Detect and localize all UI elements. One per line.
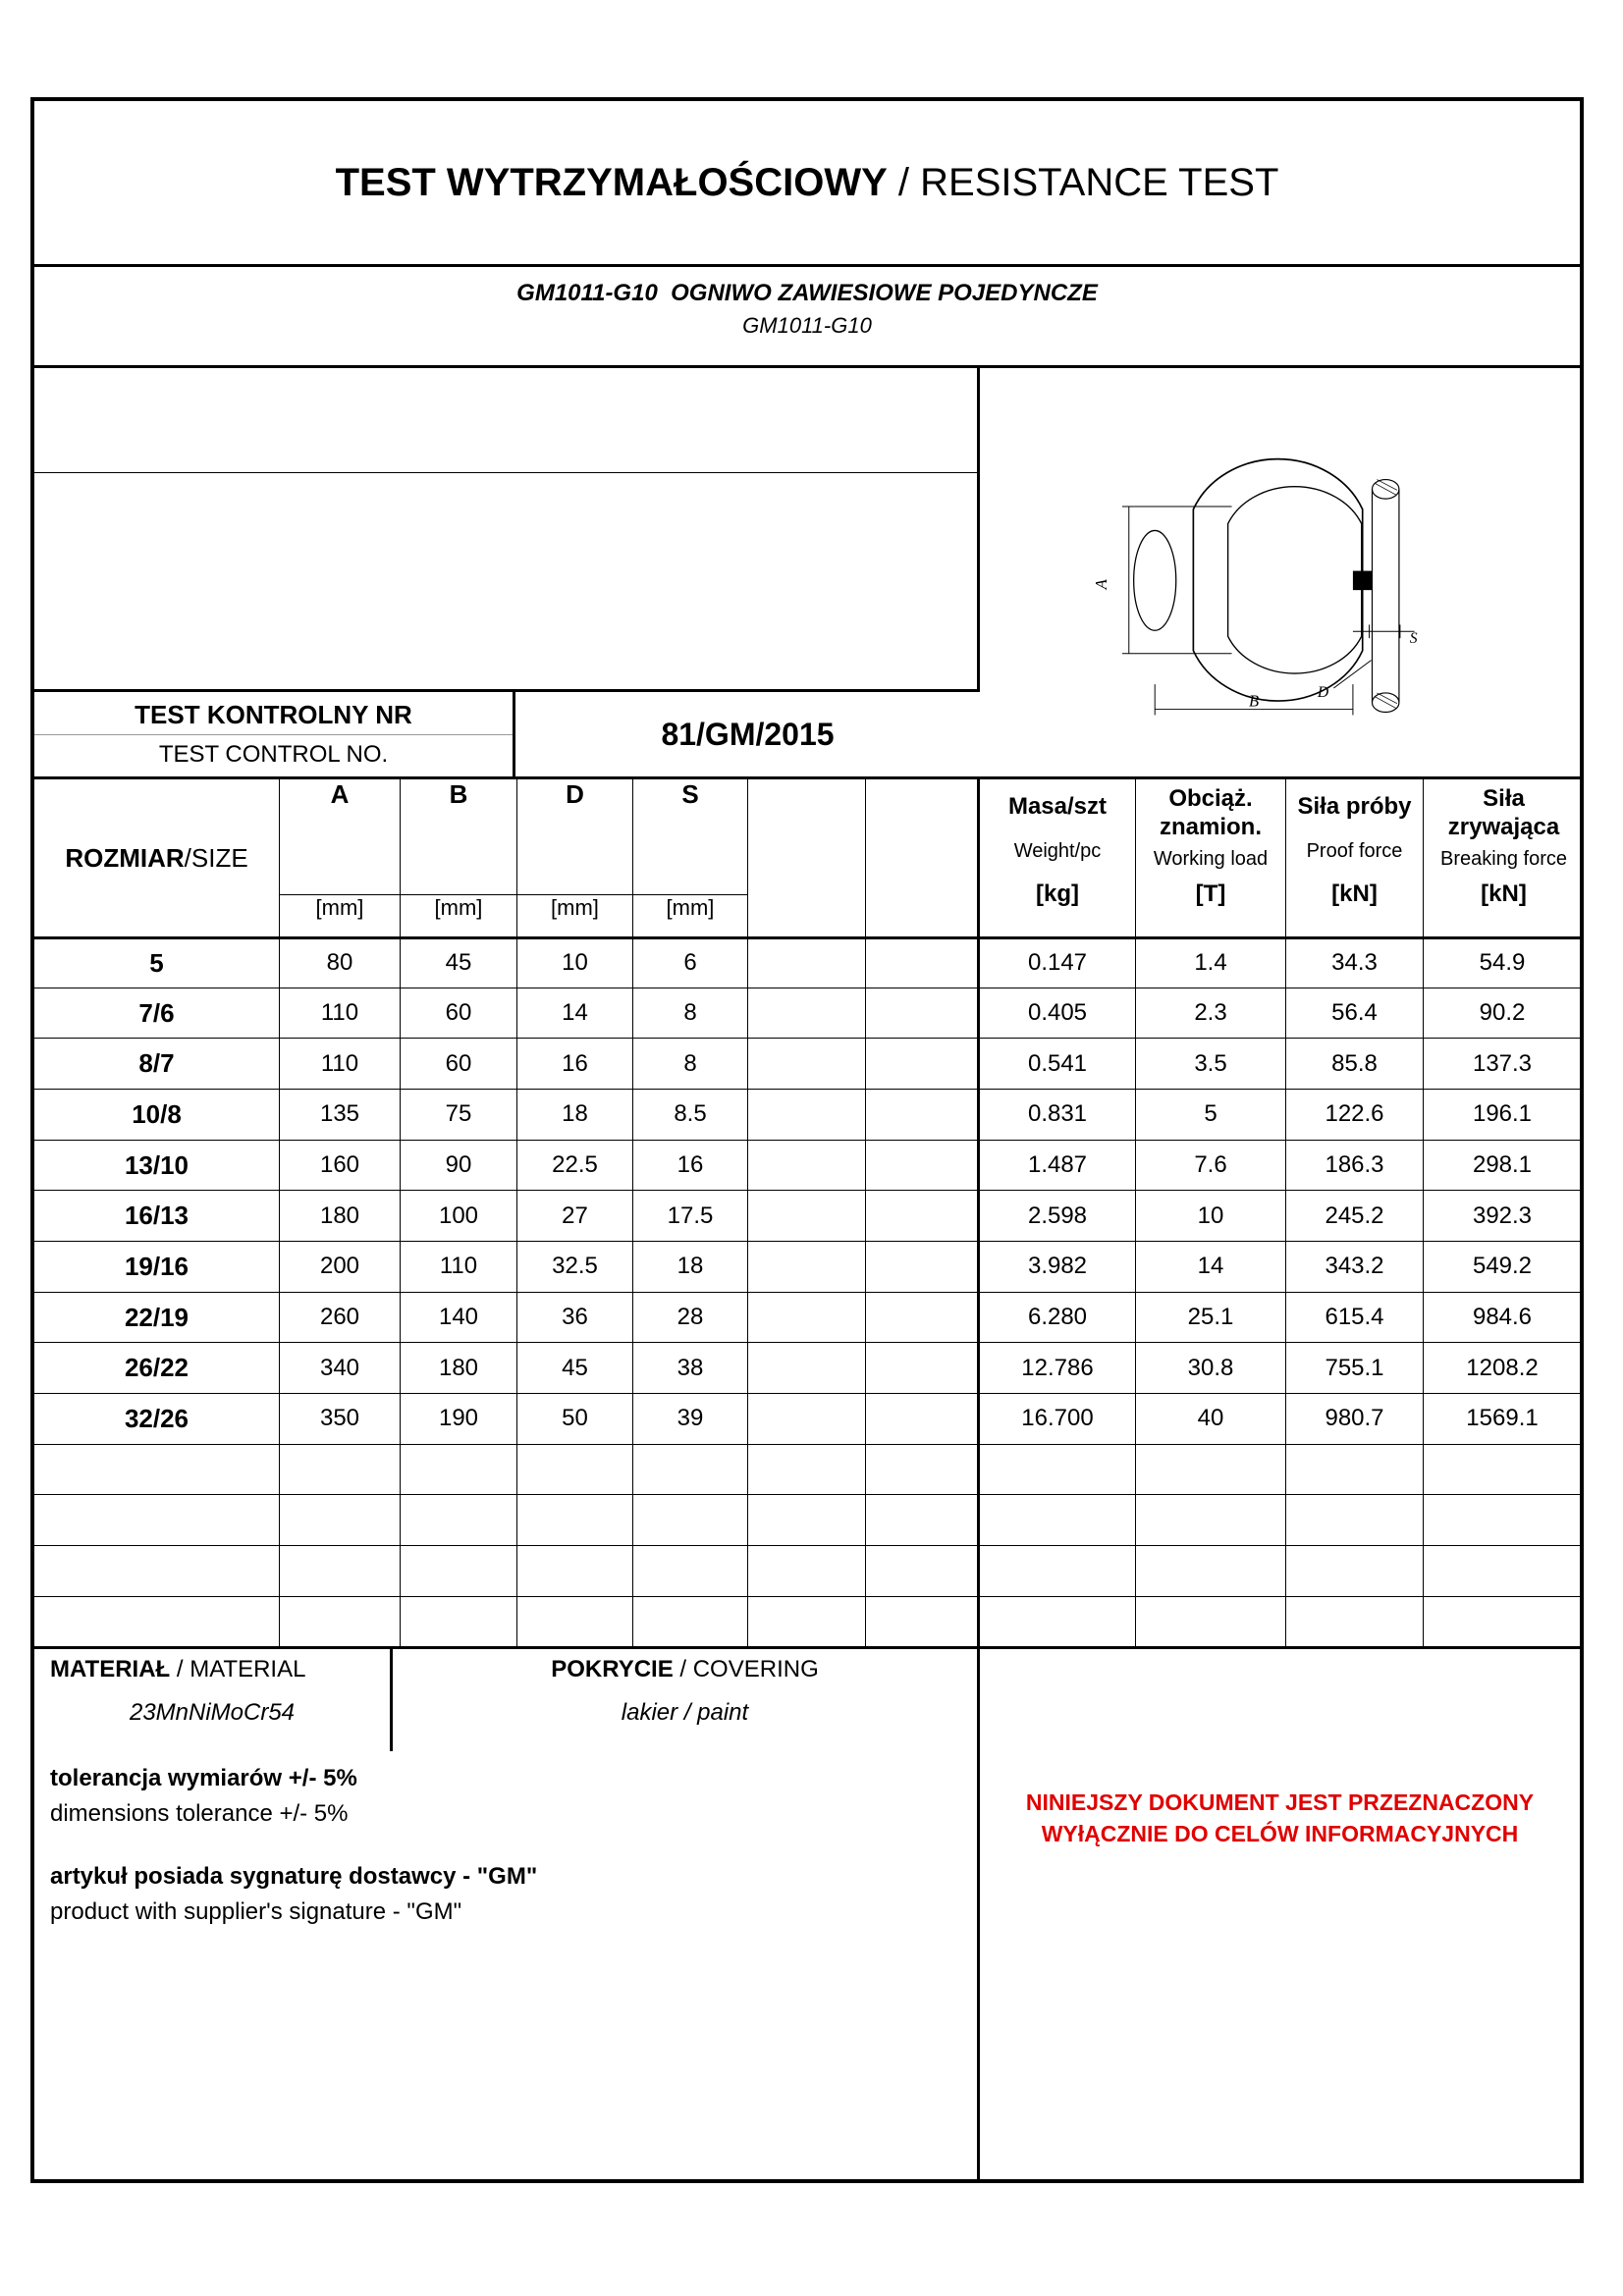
svg-text:D: D <box>1317 684 1329 701</box>
svg-text:A: A <box>1092 578 1110 590</box>
svg-text:S: S <box>1410 630 1418 647</box>
svg-text:B: B <box>1249 692 1259 711</box>
